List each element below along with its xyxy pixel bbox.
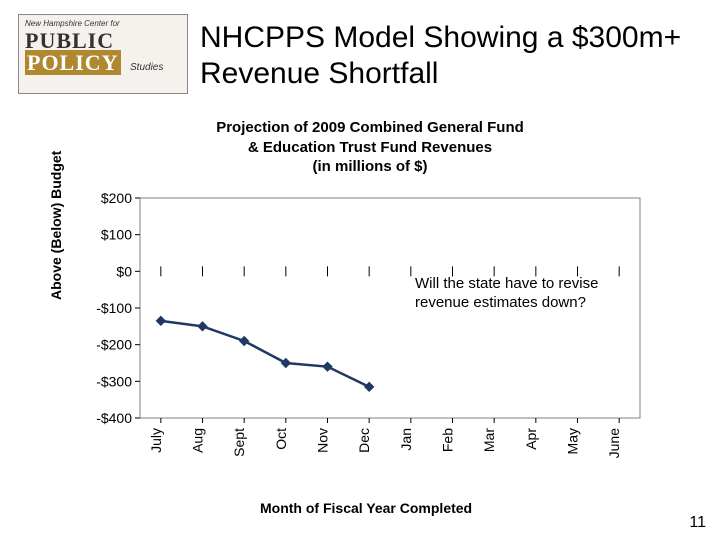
slide-title: NHCPPS Model Showing a $300m+ Revenue Sh…: [200, 20, 700, 92]
svg-text:May: May: [565, 428, 581, 454]
logo-line1: PUBLIC: [25, 30, 181, 52]
svg-text:Nov: Nov: [315, 428, 331, 453]
svg-text:July: July: [148, 428, 164, 453]
page-number: 11: [689, 514, 706, 532]
logo-line2: POLICY: [25, 52, 122, 74]
logo-studies: Studies: [130, 62, 163, 73]
line-chart: -$400 -$300 -$200 -$100 $0 $100 $200 July Aug Sep…: [70, 190, 660, 490]
svg-text:Oct: Oct: [273, 428, 289, 450]
svg-text:-$300: -$300: [96, 373, 132, 389]
svg-text:Mar: Mar: [481, 428, 497, 452]
svg-text:Dec: Dec: [356, 428, 372, 453]
logo: New Hampshire Center for PUBLIC POLICY S…: [18, 14, 188, 94]
svg-text:-$200: -$200: [96, 337, 132, 353]
logo-topline: New Hampshire Center for: [25, 19, 181, 28]
y-axis-label: Above (Below) Budget: [48, 151, 64, 300]
svg-text:$100: $100: [101, 227, 132, 243]
svg-text:-$400: -$400: [96, 410, 132, 426]
chart-annotation: Will the state have to reviserevenue est…: [415, 275, 598, 313]
svg-text:Apr: Apr: [523, 428, 539, 450]
svg-text:$200: $200: [101, 190, 132, 206]
svg-text:June: June: [606, 428, 622, 459]
x-axis-label: Month of Fiscal Year Completed: [260, 500, 472, 516]
chart-title: Projection of 2009 Combined General Fund…: [140, 118, 600, 177]
svg-text:Aug: Aug: [190, 428, 206, 453]
svg-text:Sept: Sept: [231, 428, 247, 457]
svg-text:Feb: Feb: [440, 428, 456, 452]
svg-text:Jan: Jan: [398, 428, 414, 451]
svg-text:$0: $0: [116, 263, 132, 279]
svg-text:-$100: -$100: [96, 300, 132, 316]
